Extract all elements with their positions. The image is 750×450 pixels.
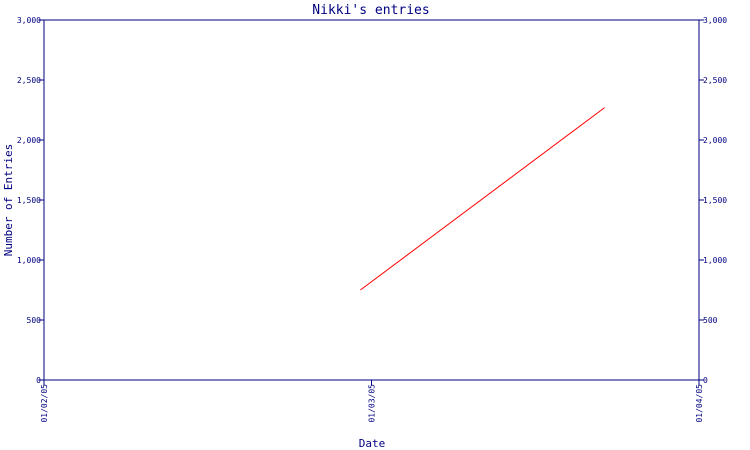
- y-tick-label-right: 2,000: [703, 136, 727, 145]
- x-axis-label: Date: [359, 437, 386, 450]
- y-tick-label-right: 1,500: [703, 196, 727, 205]
- x-tick-label: 01/03/05: [368, 384, 377, 423]
- left-y-axis: 0 500 1,000 1,500 2,000 2,500 3,000: [17, 16, 44, 385]
- x-axis: 01/02/05 01/03/05 01/04/05: [40, 380, 704, 423]
- series-layer: [360, 107, 605, 291]
- y-tick-label-left: 2,500: [17, 76, 41, 85]
- y-tick-label-left: 1,500: [17, 196, 41, 205]
- y-axis-label: Number of Entries: [2, 144, 15, 257]
- plot-area: [43, 19, 700, 381]
- series-line: [360, 107, 605, 291]
- y-tick-label-right: 1,000: [703, 256, 727, 265]
- y-tick-label-left: 1,000: [17, 256, 41, 265]
- y-tick-label-right: 3,000: [703, 16, 727, 25]
- y-tick-label-left: 0: [36, 376, 41, 385]
- x-tick-label: 01/02/05: [40, 384, 49, 423]
- y-tick-label-right: 500: [703, 316, 718, 325]
- chart-title: Nikki's entries: [312, 3, 429, 18]
- y-tick-label-left: 2,000: [17, 136, 41, 145]
- x-tick-label: 01/04/05: [695, 384, 704, 423]
- y-tick-label-right: 2,500: [703, 76, 727, 85]
- y-tick-label-left: 500: [27, 316, 42, 325]
- right-y-axis: 0 500 1,000 1,500 2,000 2,500 3,000: [699, 16, 727, 385]
- y-tick-label-left: 3,000: [17, 16, 41, 25]
- y-tick-label-right: 0: [703, 376, 708, 385]
